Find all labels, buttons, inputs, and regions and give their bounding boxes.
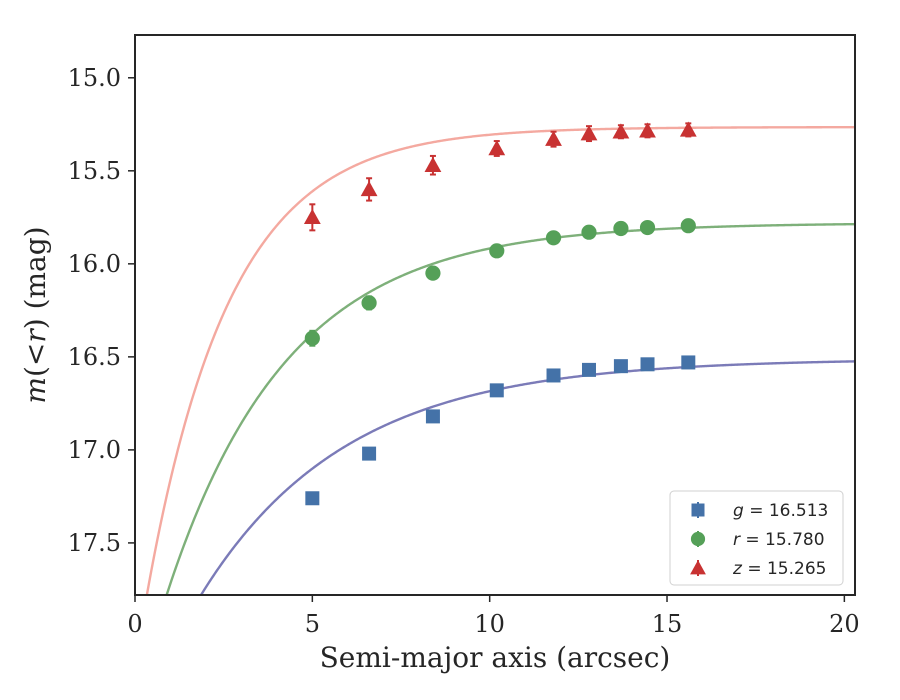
- data-point-z: [580, 125, 598, 141]
- legend-label-g: g = 16.513: [733, 501, 828, 521]
- data-point-g: [613, 359, 628, 374]
- data-point-z: [360, 181, 378, 197]
- x-tick-label: 20: [829, 610, 860, 638]
- y-tick-label: 17.5: [68, 529, 121, 557]
- x-tick-label: 10: [474, 610, 505, 638]
- y-tick-label: 17.0: [68, 436, 121, 464]
- data-point-r: [304, 330, 320, 346]
- data-point-z: [679, 121, 697, 137]
- legend-marker-r: [690, 531, 706, 547]
- x-axis-label: Semi-major axis (arcsec): [320, 641, 671, 674]
- x-tick-label: 0: [127, 610, 142, 638]
- data-point-z: [488, 140, 506, 156]
- data-points: [303, 121, 697, 506]
- data-point-z: [639, 122, 656, 138]
- data-point-r: [639, 219, 656, 236]
- data-point-g: [425, 409, 440, 424]
- legend-marker-g: [691, 503, 705, 517]
- curve-z: [145, 125, 855, 595]
- data-point-g: [362, 446, 377, 461]
- data-point-r: [613, 220, 629, 237]
- y-tick-label: 16.5: [68, 343, 121, 371]
- data-point-r: [361, 295, 377, 311]
- data-point-g: [640, 357, 655, 372]
- legend: g = 16.513 r = 15.780 z = 15.265: [669, 490, 844, 586]
- legend-label-z: z = 15.265: [732, 559, 826, 579]
- y-axis-ticks: 15.0 15.5 16.0 16.5 17.0 17.5: [68, 64, 135, 557]
- data-point-z: [424, 156, 442, 172]
- data-point-z: [612, 123, 630, 139]
- y-axis-label: m(<r) (mag): [19, 226, 52, 403]
- y-tick-label: 15.5: [68, 157, 121, 185]
- y-tick-label: 15.0: [68, 64, 121, 92]
- plot-frame: [134, 34, 856, 596]
- x-tick-label: 5: [305, 610, 320, 638]
- x-tick-label: 15: [652, 610, 683, 638]
- data-point-r: [489, 243, 505, 259]
- data-point-g: [489, 383, 504, 398]
- legend-frame: [669, 490, 844, 586]
- data-point-z: [545, 130, 562, 146]
- legend-label-r: r = 15.780: [733, 530, 825, 550]
- data-point-g: [305, 491, 320, 506]
- data-point-g: [581, 362, 596, 377]
- data-point-z: [303, 208, 321, 225]
- x-axis-ticks: 0 5 10 15 20: [127, 595, 860, 638]
- data-point-r: [425, 265, 441, 281]
- data-point-r: [680, 218, 696, 234]
- legend-marker-z: [690, 560, 706, 575]
- data-point-g: [546, 368, 561, 383]
- y-tick-label: 16.0: [68, 250, 121, 278]
- data-point-g: [681, 355, 696, 370]
- data-point-r: [545, 230, 562, 246]
- data-point-r: [581, 224, 597, 240]
